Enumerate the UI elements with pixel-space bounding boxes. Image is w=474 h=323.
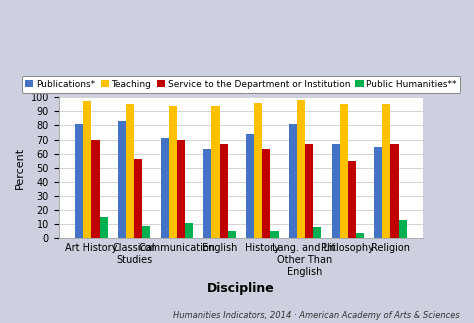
Bar	[100, 217, 108, 238]
Bar	[246, 134, 254, 238]
Bar	[348, 161, 356, 238]
Bar	[142, 226, 150, 238]
X-axis label: Discipline: Discipline	[207, 282, 275, 295]
Bar	[177, 140, 185, 238]
Bar	[169, 106, 177, 238]
Bar	[254, 103, 262, 238]
Bar	[340, 104, 348, 238]
Text: Humanities Indicators, 2014 · American Academy of Arts & Sciences: Humanities Indicators, 2014 · American A…	[173, 311, 460, 320]
Bar	[161, 138, 169, 238]
Legend: Publications*, Teaching, Service to the Department or Institution, Public Humani: Publications*, Teaching, Service to the …	[21, 76, 460, 93]
Bar	[228, 231, 236, 238]
Bar	[313, 227, 321, 238]
Bar	[399, 220, 407, 238]
Bar	[75, 124, 83, 238]
Bar	[271, 231, 279, 238]
Bar	[203, 150, 211, 238]
Bar	[83, 101, 91, 238]
Bar	[356, 233, 364, 238]
Bar	[185, 223, 193, 238]
Bar	[391, 144, 399, 238]
Bar	[383, 104, 391, 238]
Bar	[126, 104, 134, 238]
Bar	[331, 144, 340, 238]
Bar	[91, 140, 100, 238]
Bar	[219, 144, 228, 238]
Bar	[374, 147, 383, 238]
Y-axis label: Percent: Percent	[15, 147, 25, 189]
Bar	[305, 144, 313, 238]
Bar	[289, 124, 297, 238]
Bar	[262, 150, 271, 238]
Bar	[211, 106, 219, 238]
Bar	[118, 121, 126, 238]
Bar	[134, 159, 142, 238]
Bar	[297, 100, 305, 238]
